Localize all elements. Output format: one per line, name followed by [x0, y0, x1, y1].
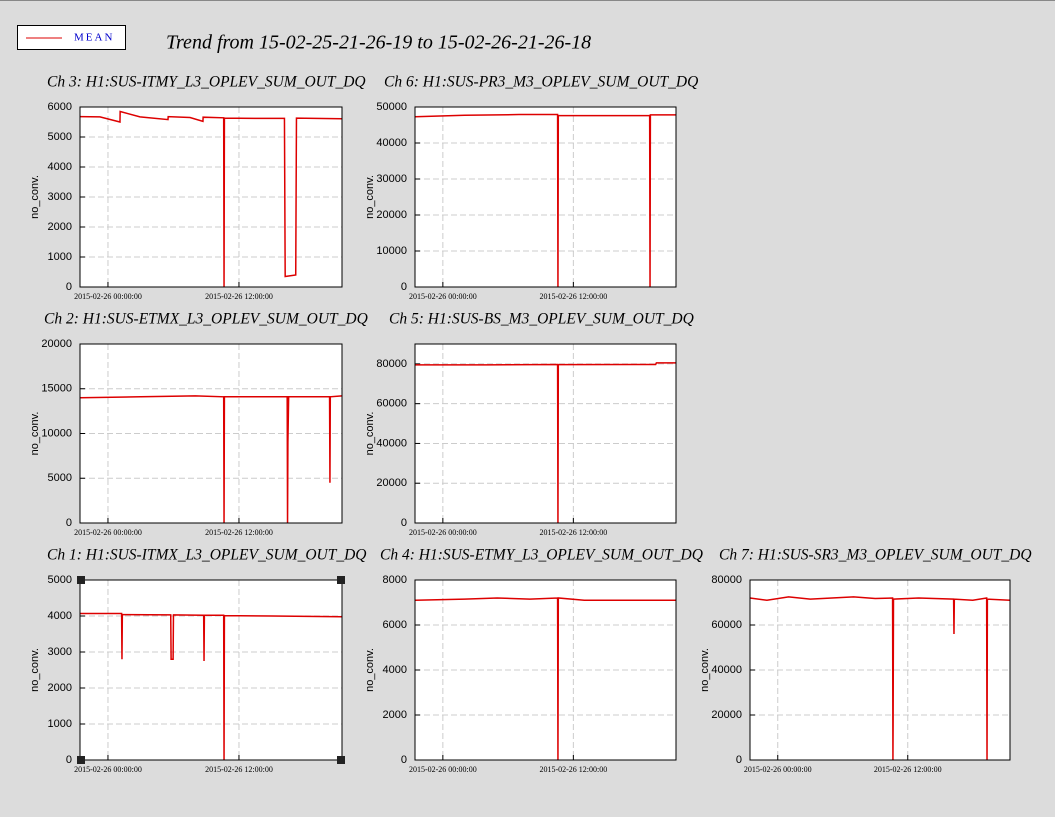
series-line: [80, 612, 343, 761]
y-tick-label: 5000: [48, 472, 72, 484]
y-tick-label: 2000: [48, 221, 72, 233]
y-tick-label: 80000: [711, 574, 742, 586]
chart-panel: 0 10000 20000 30000 40000 50000 2015-02-26 00:…: [364, 74, 698, 301]
chart-panel: 0 5000 10000 15000 20000 2015-02-26 00:00:00 2…: [29, 311, 368, 537]
y-tick-label: 60000: [376, 398, 407, 410]
series-line: [414, 113, 676, 288]
y-axis-label: no_conv.: [364, 648, 376, 692]
y-tick-label: 5000: [48, 574, 72, 586]
plot-frame: [749, 579, 1011, 761]
y-tick-label: 20000: [711, 709, 742, 721]
legend-label: MEAN: [74, 32, 114, 44]
plot-frame: [414, 343, 677, 524]
chart-title: Ch 3: H1:SUS-ITMY_L3_OPLEV_SUM_OUT_DQ: [47, 74, 366, 91]
chart-title: Ch 2: H1:SUS-ETMX_L3_OPLEV_SUM_OUT_DQ: [44, 311, 368, 328]
y-tick-label: 2000: [48, 682, 72, 694]
y-axis-label: no_conv.: [364, 175, 376, 219]
y-tick-label: 30000: [376, 173, 407, 185]
y-tick-label: 10000: [41, 427, 72, 439]
series-line: [79, 395, 343, 524]
chart-panel: 0 1000 2000 3000 4000 5000 6000 2015-02-26 00:0…: [29, 74, 366, 301]
y-tick-label: 0: [401, 517, 407, 529]
y-tick-label: 1000: [48, 251, 72, 263]
plot-frame: [79, 579, 343, 761]
y-tick-label: 4000: [383, 664, 407, 676]
chart-title: Ch 6: H1:SUS-PR3_M3_OPLEV_SUM_OUT_DQ: [384, 74, 698, 91]
y-tick-label: 1000: [48, 718, 72, 730]
plot-frame: [414, 106, 677, 288]
y-tick-label: 80000: [376, 358, 407, 370]
chart-panel: 0 2000 4000 6000 8000 2015-02-26 00:00:00 2015…: [364, 547, 703, 774]
plot-area: [415, 107, 676, 287]
y-tick-label: 5000: [48, 131, 72, 143]
y-tick-label: 4000: [48, 161, 72, 173]
y-tick-label: 0: [736, 754, 742, 766]
series-line: [749, 596, 1011, 761]
chart-title: Ch 7: H1:SUS-SR3_M3_OPLEV_SUM_OUT_DQ: [719, 547, 1032, 564]
y-tick-label: 3000: [48, 646, 72, 658]
x-tick-label: 2015-02-26 12:00:00: [539, 292, 607, 301]
chart-title: Ch 5: H1:SUS-BS_M3_OPLEV_SUM_OUT_DQ: [389, 311, 694, 328]
x-tick-label: 2015-02-26 00:00:00: [74, 292, 142, 301]
chart-panel: 0 1000 2000 3000 4000 5000 2015-02-26 00:00:00…: [29, 547, 367, 774]
y-tick-label: 20000: [376, 477, 407, 489]
y-tick-label: 40000: [376, 137, 407, 149]
y-axis-label: no_conv.: [29, 175, 41, 219]
x-tick-label: 2015-02-26 12:00:00: [874, 765, 942, 774]
plot-frame: [79, 106, 343, 288]
series-line: [415, 362, 676, 524]
x-tick-label: 2015-02-26 00:00:00: [744, 765, 812, 774]
x-tick-label: 2015-02-26 12:00:00: [205, 292, 273, 301]
selection-handles: [77, 576, 345, 764]
y-tick-label: 0: [66, 517, 72, 529]
y-tick-label: 6000: [383, 619, 407, 631]
y-axis-label: no_conv.: [699, 648, 711, 692]
plot-area: [80, 580, 342, 760]
x-tick-label: 2015-02-26 12:00:00: [539, 765, 607, 774]
plot-area: [415, 344, 676, 523]
y-tick-label: 40000: [376, 437, 407, 449]
series-line: [414, 597, 676, 761]
y-tick-label: 0: [401, 281, 407, 293]
y-tick-label: 20000: [376, 209, 407, 221]
y-tick-label: 20000: [41, 338, 72, 350]
y-tick-label: 40000: [711, 664, 742, 676]
y-tick-label: 0: [401, 754, 407, 766]
x-tick-label: 2015-02-26 12:00:00: [205, 528, 273, 537]
x-tick-label: 2015-02-26 12:00:00: [539, 528, 607, 537]
chart-title: Ch 4: H1:SUS-ETMY_L3_OPLEV_SUM_OUT_DQ: [380, 547, 703, 564]
y-tick-label: 6000: [48, 101, 72, 113]
plot-frame: [414, 579, 677, 761]
x-tick-label: 2015-02-26 00:00:00: [409, 528, 477, 537]
plot-frame: [79, 343, 343, 524]
chart-title: Ch 1: H1:SUS-ITMX_L3_OPLEV_SUM_OUT_DQ: [47, 547, 366, 564]
y-tick-label: 10000: [376, 245, 407, 257]
y-tick-label: 50000: [376, 101, 407, 113]
x-tick-label: 2015-02-26 00:00:00: [74, 528, 142, 537]
y-tick-label: 0: [66, 754, 72, 766]
y-tick-label: 3000: [48, 191, 72, 203]
series-line: [79, 110, 343, 288]
y-axis-label: no_conv.: [364, 412, 376, 456]
y-axis-label: no_conv.: [29, 412, 41, 456]
x-tick-label: 2015-02-26 00:00:00: [74, 765, 142, 774]
y-tick-label: 2000: [383, 709, 407, 721]
y-tick-label: 15000: [41, 383, 72, 395]
x-tick-label: 2015-02-26 12:00:00: [205, 765, 273, 774]
chart-panel: 0 20000 40000 60000 80000 2015-02-26 00:00:00…: [364, 311, 694, 537]
page-title: Trend from 15-02-25-21-26-19 to 15-02-26…: [166, 32, 591, 54]
x-tick-label: 2015-02-26 00:00:00: [409, 765, 477, 774]
chart-panel: 0 20000 40000 60000 80000 2015-02-26 00:00:00…: [699, 547, 1032, 774]
x-tick-label: 2015-02-26 00:00:00: [409, 292, 477, 301]
y-axis-label: no_conv.: [29, 648, 41, 692]
y-tick-label: 0: [66, 281, 72, 293]
y-tick-label: 4000: [48, 610, 72, 622]
y-tick-label: 8000: [383, 574, 407, 586]
y-tick-label: 60000: [711, 619, 742, 631]
